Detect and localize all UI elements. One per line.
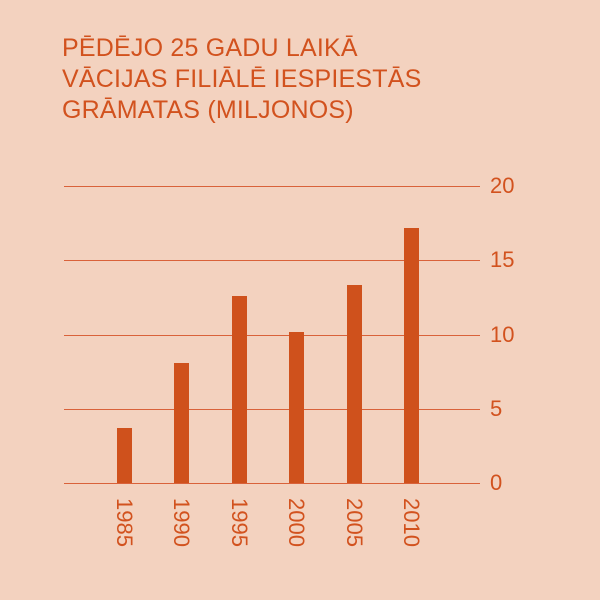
bar-1990 <box>174 363 189 483</box>
gridline <box>64 335 480 336</box>
x-axis-tick-label: 1985 <box>112 498 137 547</box>
bar-1985 <box>117 428 132 483</box>
y-axis-tick-label: 5 <box>490 396 503 421</box>
x-axis-tick-label: 2010 <box>399 498 424 547</box>
gridline <box>64 409 480 410</box>
bar-1995 <box>232 296 247 483</box>
chart-title-line-2: VĀCIJAS FILIĀLĒ IESPIESTĀS <box>62 65 422 93</box>
y-axis-tick-label: 10 <box>490 322 515 347</box>
chart-title-line-1: PĒDĒJO 25 GADU LAIKĀ <box>62 34 358 62</box>
bar-2005 <box>347 285 362 483</box>
x-axis-tick-label: 2000 <box>284 498 309 547</box>
chart-title: PĒDĒJO 25 GADU LAIKĀ VĀCIJAS FILIĀLĒ IES… <box>62 33 422 126</box>
x-axis-tick-label: 1990 <box>169 498 194 547</box>
x-axis-tick-label: 2005 <box>342 498 367 547</box>
chart-title-line-3: GRĀMATAS (MILJONOS) <box>62 96 354 124</box>
y-axis-tick-label: 15 <box>490 247 515 272</box>
y-axis-tick-label: 20 <box>490 173 515 198</box>
bar-2010 <box>404 228 419 483</box>
bar-2000 <box>289 332 304 483</box>
x-axis-tick-label: 1995 <box>227 498 252 547</box>
y-axis-tick-label: 0 <box>490 470 503 495</box>
gridline <box>64 186 480 187</box>
gridline <box>64 483 480 484</box>
gridline <box>64 260 480 261</box>
